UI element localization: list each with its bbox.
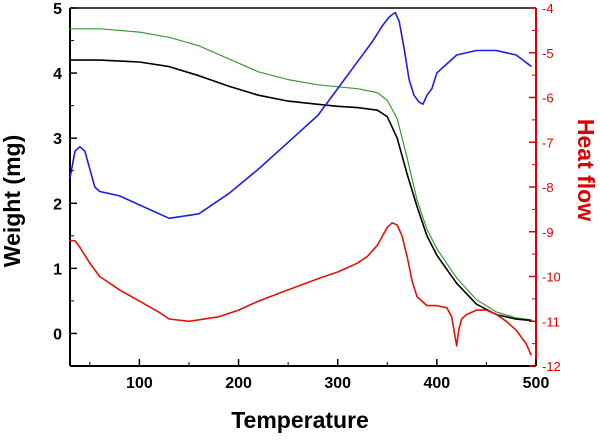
left-y-tick-label: 4 [53,66,62,83]
x-tick-label: 300 [324,375,351,392]
left-y-tick-label: 5 [53,1,62,18]
series-line-red [69,222,532,356]
right-y-axis-label: Heat flow [573,119,599,221]
series-line-black [69,59,532,322]
series-line-blue [69,11,532,220]
series-layer [69,11,532,356]
right-y-tick-label: -12 [542,359,561,374]
x-tick-label: 400 [423,375,450,392]
right-y-tick-label: -6 [542,91,554,106]
right-y-tick-label: -4 [542,1,554,16]
right-y-tick-label: -8 [542,180,554,195]
left-y-tick-label: 2 [53,196,62,213]
right-y-tick-label: -10 [542,270,561,285]
x-axis: 100 200 300 400 500 [89,359,550,392]
series-line-green [69,28,532,321]
left-y-tick-label: 0 [53,326,62,343]
left-y-tick-label: 1 [53,261,62,278]
right-y-tick-label: -9 [542,225,554,240]
x-tick-label: 500 [523,375,550,392]
left-y-tick-label: 3 [53,131,62,148]
right-y-tick-label: -7 [542,135,554,150]
x-tick-label: 100 [126,375,153,392]
left-y-axis: 0 1 2 3 4 5 [53,1,77,343]
right-y-axis: -12 -11 -10 -9 -8 -7 -6 -5 -4 [529,1,561,374]
left-y-axis-label: Weight (mg) [0,135,25,267]
x-tick-label: 200 [225,375,252,392]
right-y-tick-label: -11 [542,314,560,329]
x-axis-label: Temperature [231,407,369,433]
right-y-tick-label: -5 [542,46,554,61]
